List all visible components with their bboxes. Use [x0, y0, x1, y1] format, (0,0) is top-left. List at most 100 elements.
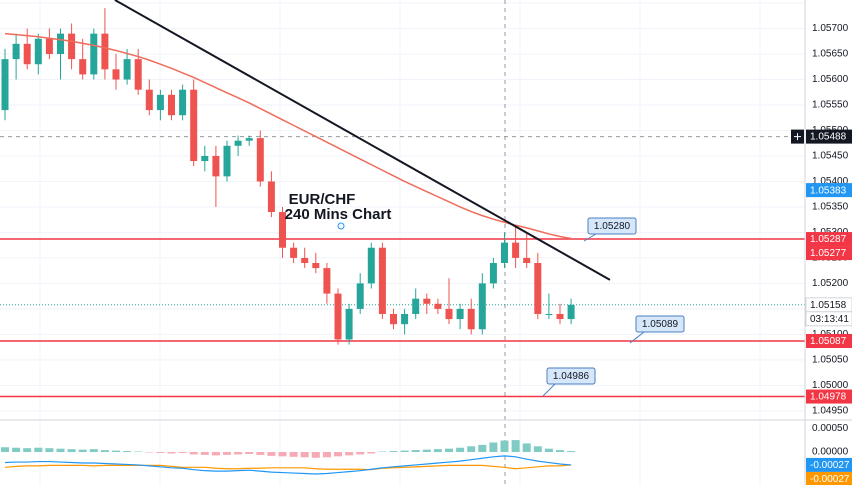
candle-body — [134, 59, 142, 90]
candle-body — [545, 313, 553, 315]
candle-body — [556, 313, 564, 320]
candle-body — [489, 263, 497, 284]
y-tick-label: 1.05600 — [812, 74, 849, 85]
candle-body — [401, 313, 409, 325]
macd-histogram-bar — [522, 443, 531, 453]
trendline — [114, 0, 611, 281]
macd-histogram-bar — [112, 450, 120, 453]
y-tick-label: 1.05350 — [812, 202, 849, 213]
price-badge-label: 1.05087 — [810, 336, 847, 347]
candle-body — [34, 38, 42, 65]
macd-histogram-bar — [478, 444, 487, 453]
candle-body — [390, 313, 397, 325]
candle-body — [45, 38, 53, 55]
macd-histogram-bar — [422, 449, 431, 453]
candle-body — [90, 33, 98, 75]
macd-histogram-bar — [567, 451, 576, 453]
price-badge-label: 1.05383 — [810, 185, 847, 196]
macd-histogram-bar — [12, 447, 21, 453]
macd-histogram-bar — [456, 447, 465, 453]
macd-histogram-bar — [322, 452, 331, 458]
candle-body — [512, 242, 520, 258]
macd-histogram-bar — [200, 452, 209, 455]
moving-average — [4, 32, 572, 240]
macd-histogram-bar — [278, 452, 287, 457]
candle-body — [234, 140, 242, 146]
callout-leader — [629, 331, 645, 344]
candle-body — [112, 69, 120, 80]
macd-histogram-bar — [289, 452, 298, 457]
y2-tick-label: 0.00000 — [812, 447, 849, 458]
candle-body — [290, 247, 298, 258]
macd-histogram-bar — [433, 449, 442, 453]
price-badge — [806, 457, 852, 472]
candle-body — [12, 43, 20, 60]
candle-body — [356, 283, 364, 309]
signal-line — [4, 464, 572, 471]
candle-body — [267, 181, 275, 213]
chart-subtitle: 240 Mins Chart — [285, 206, 392, 223]
candle-body — [567, 304, 575, 320]
candle-body — [179, 89, 187, 116]
macd-histogram-bar — [389, 451, 398, 453]
macd-histogram-bar — [67, 449, 76, 453]
macd-histogram-bar — [178, 452, 187, 453]
price-badge-label: 1.05158 — [810, 300, 847, 311]
price-badge-label: 1.04978 — [810, 392, 847, 403]
macd-histogram-bar — [189, 452, 198, 455]
macd-histogram-bar — [500, 440, 509, 453]
candle-body — [223, 145, 231, 177]
macd-histogram-bar — [356, 452, 365, 455]
candle-body — [145, 89, 153, 111]
candle-body — [101, 33, 109, 70]
price-badge — [806, 389, 852, 404]
price-badge-label: 1.05277 — [810, 248, 847, 259]
macd-histogram-bar — [211, 452, 220, 456]
candle-body — [156, 94, 164, 111]
candle-body — [301, 257, 309, 264]
y-tick-label: 1.05200 — [812, 278, 849, 289]
macd-histogram-bar — [23, 448, 32, 453]
y2-tick-label: 0.00050 — [812, 423, 849, 434]
macd-histogram-bar — [367, 452, 376, 454]
price-badge-label: -0.00027 — [810, 474, 850, 485]
macd-histogram-bar — [56, 448, 65, 453]
candle-body — [245, 138, 253, 141]
callout-box — [587, 217, 637, 235]
macd-histogram-bar — [411, 450, 420, 453]
candle-body — [1, 59, 9, 111]
macd-histogram-bar — [511, 440, 520, 453]
candle-body — [456, 308, 464, 320]
macd-histogram-bar — [34, 447, 43, 453]
price-badge-label: -0.00027 — [810, 460, 850, 471]
candle-body — [168, 94, 175, 116]
macd-histogram-bar — [100, 450, 109, 453]
candle-body — [412, 298, 420, 314]
candle-body — [367, 247, 375, 284]
macd-histogram-bar — [89, 449, 98, 453]
callout-label: 1.04986 — [553, 371, 590, 382]
price-badge — [806, 232, 852, 247]
candle-body — [501, 242, 508, 264]
candle-body — [312, 263, 320, 269]
callout-leader — [583, 233, 597, 242]
macd-histogram-bar — [334, 452, 342, 457]
callout-box — [635, 315, 685, 333]
price-badge-label: 1.05287 — [810, 234, 847, 245]
candle-body — [190, 89, 198, 162]
countdown-badge — [805, 311, 852, 327]
macd-line — [4, 455, 572, 475]
macd-histogram-bar — [489, 442, 498, 453]
macd-histogram-bar — [311, 452, 320, 458]
callout-leader — [542, 383, 556, 397]
macd-histogram-bar — [556, 450, 564, 453]
y-tick-label: 1.05400 — [812, 176, 849, 187]
anchor-point — [337, 222, 345, 230]
candle-body — [23, 43, 31, 65]
macd-histogram-bar — [1, 447, 9, 453]
macd-histogram-bar — [300, 452, 309, 458]
countdown: 03:13:41 — [810, 314, 849, 325]
candle-body — [79, 59, 87, 75]
macd-histogram-bar — [256, 452, 265, 455]
